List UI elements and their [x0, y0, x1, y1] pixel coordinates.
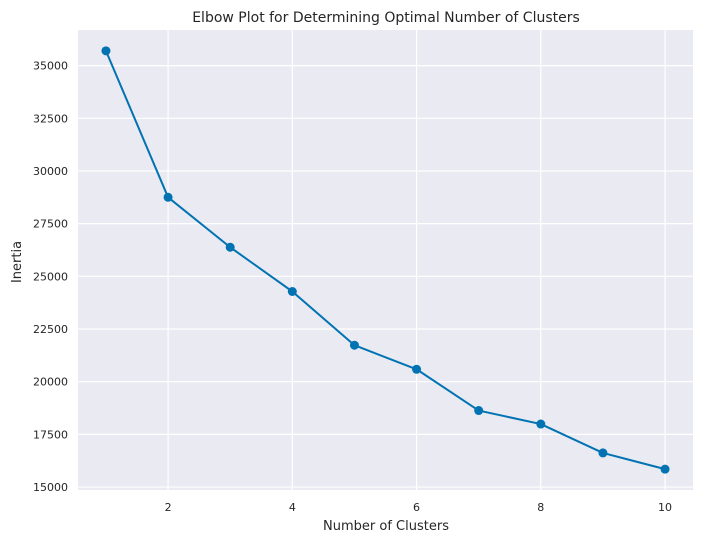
x-tick-label: 8	[537, 501, 544, 514]
y-tick-label: 27500	[33, 218, 68, 231]
y-tick-label: 30000	[33, 165, 68, 178]
series-line	[105, 50, 666, 471]
data-point	[349, 340, 359, 350]
data-point	[287, 287, 297, 297]
y-tick-label: 32500	[33, 112, 68, 125]
x-tick-label: 2	[165, 501, 172, 514]
y-tick-label: 22500	[33, 323, 68, 336]
data-point	[101, 46, 111, 56]
grid-lines	[78, 30, 693, 490]
data-point	[598, 448, 608, 458]
y-tick-label: 35000	[33, 60, 68, 73]
data-point	[225, 242, 235, 252]
y-tick-label: 25000	[33, 270, 68, 283]
data-point	[536, 419, 546, 429]
chart-title: Elbow Plot for Determining Optimal Numbe…	[192, 10, 580, 26]
tick-labels: 2 4 6 8 10 15000 17500 20000 22500 25000 27500 3000…	[33, 60, 672, 514]
data-point	[660, 464, 670, 474]
x-tick-label: 4	[289, 501, 296, 514]
x-axis-label: Number of Clusters	[323, 519, 449, 534]
series-layer	[101, 46, 670, 474]
y-tick-label: 20000	[33, 376, 68, 389]
x-tick-label: 10	[658, 501, 672, 514]
data-point	[163, 192, 173, 202]
y-tick-label: 15000	[33, 481, 68, 494]
y-tick-label: 17500	[33, 428, 68, 441]
plot-area	[78, 30, 693, 490]
data-point	[412, 364, 422, 374]
x-tick-label: 6	[413, 501, 420, 514]
y-axis-label: Inertia	[10, 241, 25, 283]
data-point	[474, 406, 484, 416]
